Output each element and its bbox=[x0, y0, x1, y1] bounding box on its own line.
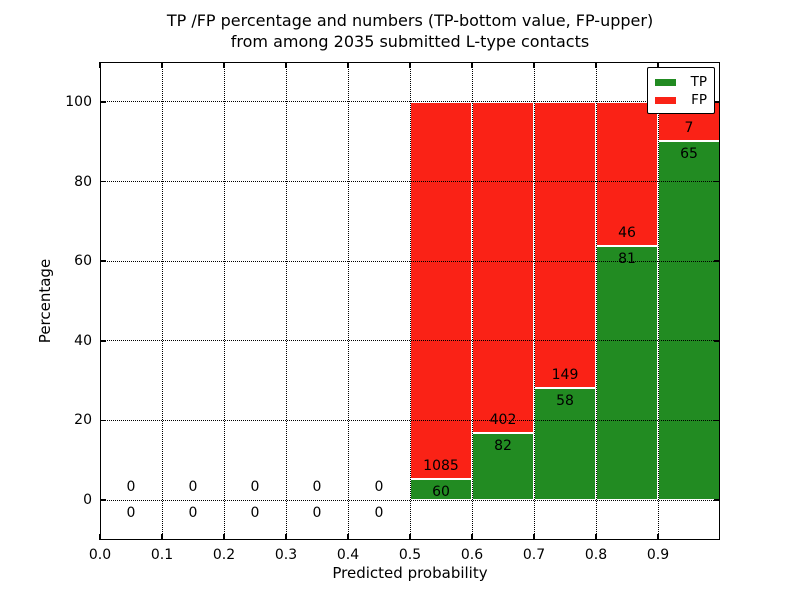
x-tick-label: 0.7 bbox=[522, 547, 546, 563]
legend-item-tp: TP bbox=[655, 73, 707, 91]
x-axis-label: Predicted probability bbox=[332, 564, 488, 582]
fp-count-label: 1085 bbox=[423, 458, 459, 475]
tp-count-label: 82 bbox=[494, 437, 512, 454]
gridline-v bbox=[533, 62, 535, 540]
tick-mark bbox=[100, 419, 106, 422]
gridline-v bbox=[285, 62, 287, 540]
gridline-v bbox=[595, 62, 597, 540]
x-tick-label: 0.2 bbox=[212, 547, 236, 563]
x-tick-label: 0.3 bbox=[274, 547, 298, 563]
tp-count-label: 65 bbox=[680, 145, 698, 162]
tick-mark bbox=[714, 260, 720, 262]
tick-mark bbox=[409, 62, 411, 68]
x-tick-label: 0.6 bbox=[460, 547, 484, 563]
fp-count-label: 0 bbox=[250, 479, 260, 495]
fp-count-label: 402 bbox=[489, 411, 517, 428]
tick-mark bbox=[99, 62, 101, 68]
tp-count-label: 0 bbox=[250, 505, 260, 521]
y-tick-label: 60 bbox=[74, 253, 92, 270]
fp-count-label: 46 bbox=[618, 225, 636, 242]
tick-mark bbox=[714, 101, 720, 103]
tick-mark bbox=[100, 101, 106, 103]
tp-count-label: 58 bbox=[556, 393, 574, 410]
tick-mark bbox=[714, 340, 720, 342]
gridline-v bbox=[161, 62, 163, 540]
legend-item-fp: FP bbox=[655, 91, 707, 109]
gridline-v bbox=[223, 62, 225, 540]
gridline-v bbox=[409, 62, 411, 540]
tick-mark bbox=[533, 62, 535, 68]
tick-mark bbox=[533, 534, 535, 540]
tick-mark bbox=[100, 180, 106, 183]
tp-count-label: 0 bbox=[188, 505, 198, 521]
tp-count-label: 0 bbox=[312, 505, 322, 521]
chart-title-line2: from among 2035 submitted L-type contact… bbox=[230, 32, 590, 51]
tick-mark bbox=[161, 62, 163, 68]
bar-segment-fp bbox=[410, 101, 472, 480]
y-tick-label: 40 bbox=[74, 332, 92, 349]
fp-count-label: 0 bbox=[374, 479, 384, 495]
legend: TP FP bbox=[647, 67, 715, 114]
tick-mark bbox=[595, 534, 597, 540]
tick-mark bbox=[100, 260, 106, 262]
y-axis-label: Percentage bbox=[36, 258, 54, 344]
bar-segment-tp bbox=[534, 388, 596, 500]
x-tick-label: 0.4 bbox=[336, 547, 360, 563]
gridline-v bbox=[657, 62, 659, 540]
x-tick-label: 0.9 bbox=[646, 547, 670, 563]
y-tick-label: 100 bbox=[65, 93, 92, 110]
tp-count-label: 0 bbox=[126, 505, 136, 521]
tp-count-label: 0 bbox=[374, 505, 384, 521]
chart-title-line1: TP /FP percentage and numbers (TP-bottom… bbox=[166, 11, 654, 30]
x-tick-label: 0.0 bbox=[88, 547, 112, 563]
legend-label: TP bbox=[690, 74, 707, 90]
tick-mark bbox=[223, 534, 225, 540]
tick-mark bbox=[714, 419, 720, 422]
tick-mark bbox=[595, 62, 597, 68]
tick-mark bbox=[657, 62, 659, 68]
tick-mark bbox=[99, 534, 101, 540]
tick-mark bbox=[714, 499, 720, 501]
fp-count-label: 0 bbox=[188, 479, 198, 495]
fp-count-label: 0 bbox=[312, 479, 322, 495]
bar-segment-tp bbox=[596, 246, 658, 500]
tick-mark bbox=[471, 534, 473, 540]
fp-count-label: 149 bbox=[551, 367, 579, 384]
tick-mark bbox=[100, 499, 106, 501]
fp-count-label: 0 bbox=[126, 479, 136, 495]
bar-segment-fp bbox=[472, 101, 534, 433]
tick-mark bbox=[347, 62, 349, 68]
tick-mark bbox=[471, 62, 473, 68]
legend-swatch-fp bbox=[655, 96, 676, 104]
bar-segment-tp bbox=[472, 432, 534, 500]
x-tick-label: 0.1 bbox=[150, 547, 174, 563]
tick-mark bbox=[100, 340, 106, 342]
tick-mark bbox=[285, 62, 287, 68]
x-tick-label: 0.5 bbox=[398, 547, 422, 563]
y-tick-label: 0 bbox=[83, 492, 92, 508]
tick-mark bbox=[409, 534, 411, 540]
legend-swatch-tp bbox=[655, 78, 676, 86]
tick-mark bbox=[347, 534, 349, 540]
tick-mark bbox=[223, 62, 225, 68]
bar-segment-fp bbox=[534, 101, 596, 389]
y-tick-label: 80 bbox=[74, 173, 92, 190]
x-tick-label: 0.8 bbox=[584, 547, 608, 563]
gridline-v bbox=[347, 62, 349, 540]
y-tick-label: 20 bbox=[74, 412, 92, 429]
tick-mark bbox=[161, 534, 163, 540]
gridline-v bbox=[471, 62, 473, 540]
tick-mark bbox=[714, 180, 720, 183]
tp-count-label: 60 bbox=[432, 484, 450, 501]
tick-mark bbox=[657, 534, 659, 540]
bar-segment-tp bbox=[658, 140, 720, 500]
tick-mark bbox=[285, 534, 287, 540]
legend-label: FP bbox=[691, 92, 707, 108]
tp-count-label: 81 bbox=[618, 251, 636, 268]
fp-count-label: 7 bbox=[684, 119, 694, 136]
